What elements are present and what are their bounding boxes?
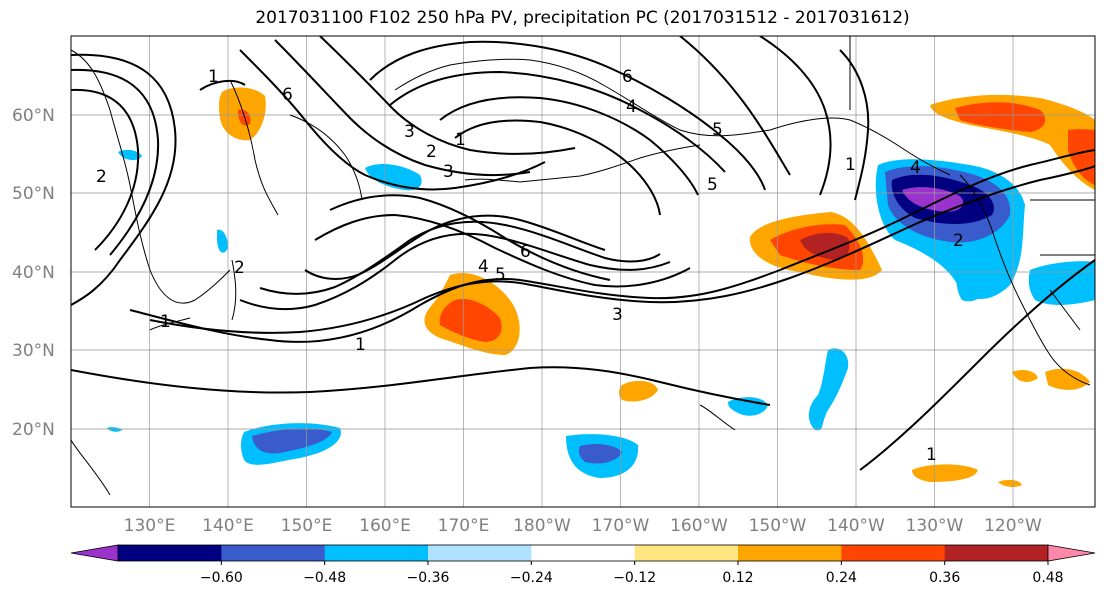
contour-label: 3 — [612, 305, 623, 325]
colorbar-ticks: −0.60 −0.48 −0.36 −0.24 −0.12 0.12 0.24 0.36 0.4… — [200, 561, 1105, 586]
lon-label-150e: 150°E — [281, 516, 333, 536]
colorbar-cell — [531, 545, 635, 561]
contour-label: 3 — [443, 162, 454, 182]
lon-label-160e: 160°E — [359, 516, 411, 536]
contour-label: 1 — [926, 445, 937, 465]
colorbar-cell — [428, 545, 532, 561]
lon-label-150w: 150°W — [749, 516, 807, 536]
colorbar-cell — [325, 545, 429, 561]
contour-label: 6 — [282, 85, 293, 105]
contour-label: 5 — [712, 120, 723, 140]
lon-label-120w: 120°W — [984, 516, 1042, 536]
lat-label-40n: 40°N — [12, 263, 55, 283]
colorbar-cells — [118, 545, 1049, 561]
colorbar-cell — [738, 545, 842, 561]
lon-label-140w: 140°W — [827, 516, 885, 536]
lat-label-50n: 50°N — [12, 184, 55, 204]
colorbar-tick-label: −0.36 — [407, 570, 450, 586]
longitude-labels: 130°E 140°E 150°E 160°E 170°E 180°W 170°… — [124, 516, 1042, 536]
colorbar-tick-label: 0.48 — [1032, 570, 1063, 586]
lon-label-160w: 160°W — [670, 516, 728, 536]
lat-label-20n: 20°N — [12, 420, 55, 440]
map-figure: 1 2 3 5 6 1 2 3 4 5 6 1 2 3 4 1 6 5 4 1 … — [0, 0, 1105, 601]
lon-label-180w: 180°W — [513, 516, 571, 536]
colorbar-cell — [635, 545, 739, 561]
contour-label: 6 — [520, 242, 531, 262]
contour-label: 5 — [707, 175, 718, 195]
colorbar-tick-label: 0.36 — [929, 570, 960, 586]
colorbar-cell — [221, 545, 325, 561]
lon-label-130w: 130°W — [906, 516, 964, 536]
colorbar-tick-label: −0.12 — [613, 570, 656, 586]
colorbar-tick-label: −0.24 — [510, 570, 553, 586]
contour-label: 4 — [478, 257, 489, 277]
contour-label: 1 — [208, 67, 219, 87]
contour-label: 1 — [845, 155, 856, 175]
lat-label-30n: 30°N — [12, 341, 55, 361]
lon-label-170w: 170°W — [592, 516, 650, 536]
colorbar-tick-label: 0.12 — [722, 570, 753, 586]
contour-label: 2 — [96, 167, 107, 187]
contour-label: 2 — [953, 231, 964, 251]
contour-label: 4 — [910, 158, 921, 178]
contour-label: 2 — [426, 142, 437, 162]
latitude-labels: 60°N 50°N 40°N 30°N 20°N — [12, 106, 55, 440]
contour-label: 1 — [455, 130, 466, 150]
colorbar-under-triangle — [71, 545, 118, 561]
colorbar: −0.60 −0.48 −0.36 −0.24 −0.12 0.12 0.24 0.36 0.4… — [71, 545, 1105, 586]
contour-label: 1 — [355, 335, 366, 355]
colorbar-tick-label: −0.48 — [303, 570, 346, 586]
colorbar-cell — [945, 545, 1049, 561]
lon-label-130e: 130°E — [124, 516, 176, 536]
colorbar-over-triangle — [1048, 545, 1095, 561]
colorbar-tick-label: 0.24 — [826, 570, 857, 586]
contour-label: 2 — [234, 258, 245, 278]
colorbar-tick-label: −0.60 — [200, 570, 243, 586]
lon-label-140e: 140°E — [202, 516, 254, 536]
contour-label: 4 — [626, 97, 637, 117]
contour-label: 3 — [404, 122, 415, 142]
contour-label: 1 — [160, 312, 171, 332]
contour-label: 6 — [622, 67, 633, 87]
lat-label-60n: 60°N — [12, 106, 55, 126]
lon-label-170e: 170°E — [438, 516, 490, 536]
colorbar-cell — [841, 545, 945, 561]
colorbar-cell — [118, 545, 222, 561]
contour-label: 5 — [495, 265, 506, 285]
